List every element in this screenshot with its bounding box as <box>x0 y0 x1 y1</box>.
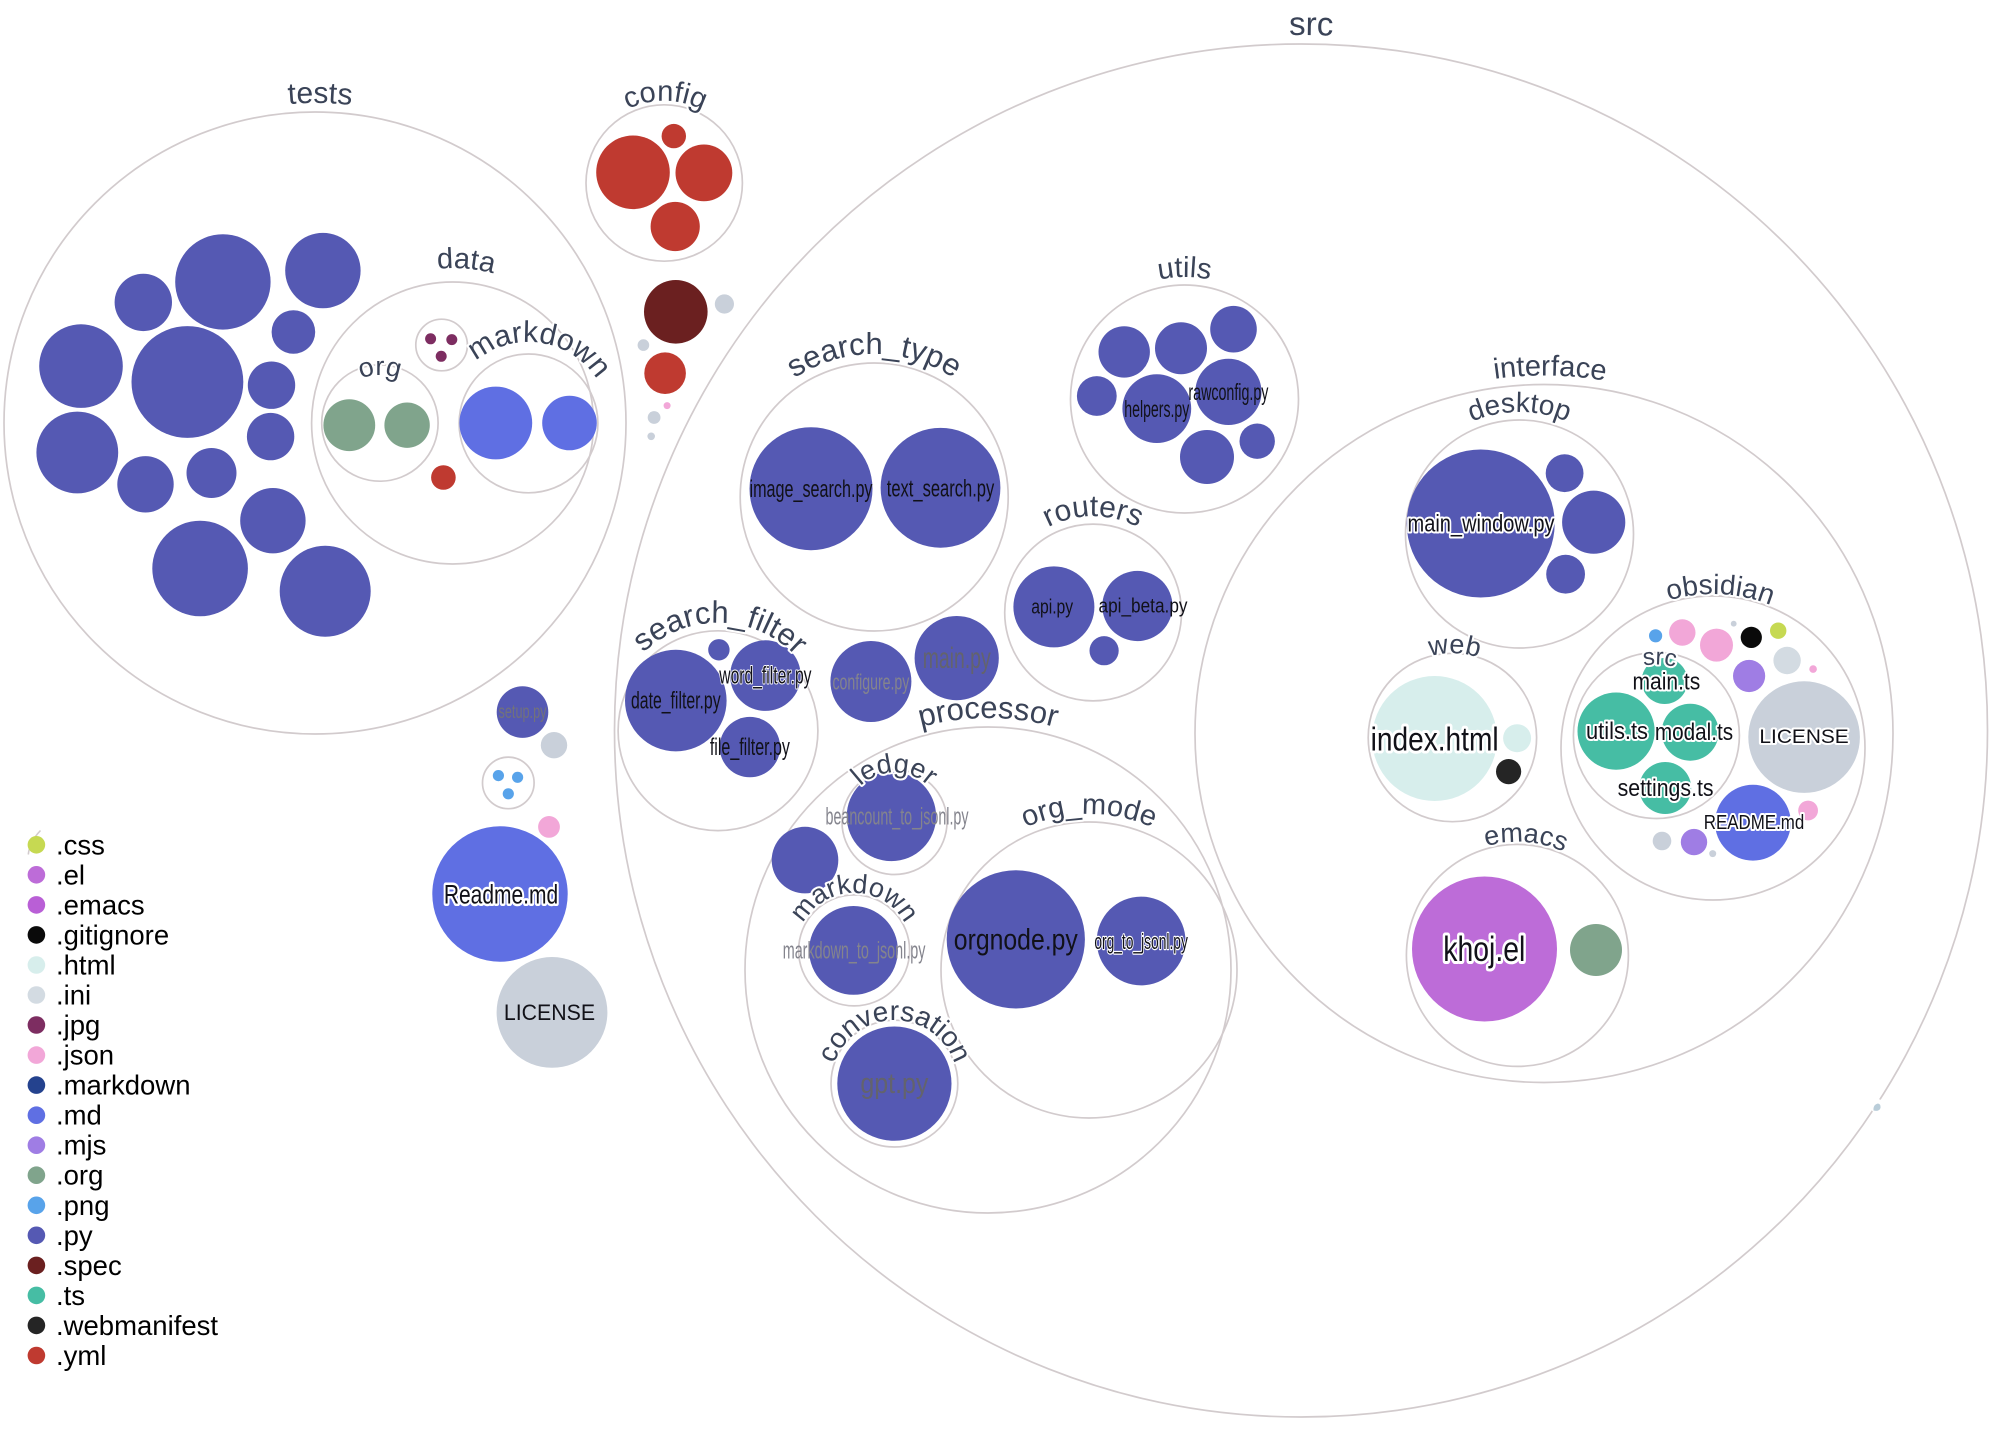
svg-text:.spec: .spec <box>56 1250 122 1281</box>
svg-text:.png: .png <box>56 1190 110 1221</box>
svg-text:api_beta.py: api_beta.py <box>1099 595 1189 618</box>
svg-text:api.py: api.py <box>1031 596 1074 619</box>
svg-text:web: web <box>1425 629 1484 663</box>
svg-text:.json: .json <box>56 1040 114 1071</box>
svg-text:orgnode.py: orgnode.py <box>954 924 1078 957</box>
svg-text:helpers.py: helpers.py <box>1124 396 1189 422</box>
svg-text:index.html: index.html <box>1371 721 1499 758</box>
svg-text:LICENSE: LICENSE <box>504 1000 595 1025</box>
svg-text:.mjs: .mjs <box>56 1130 106 1161</box>
svg-text:.webmanifest: .webmanifest <box>56 1310 218 1341</box>
svg-text:tests: tests <box>287 77 354 112</box>
svg-text:LICENSE: LICENSE <box>1759 727 1848 748</box>
svg-text:khoj.el: khoj.el <box>1443 930 1525 969</box>
svg-text:.md: .md <box>56 1100 102 1131</box>
svg-text:.gitignore: .gitignore <box>56 919 169 950</box>
svg-text:.ini: .ini <box>56 980 91 1011</box>
svg-text:data: data <box>436 243 499 280</box>
svg-text:utils.ts: utils.ts <box>1586 718 1648 745</box>
svg-text:org: org <box>355 351 405 384</box>
svg-text:configure.py: configure.py <box>833 670 910 695</box>
svg-text:.ts: .ts <box>56 1280 85 1311</box>
svg-text:.el: .el <box>56 859 85 890</box>
svg-text:main_window.py: main_window.py <box>1408 511 1555 538</box>
svg-text:README.md: README.md <box>1704 812 1805 834</box>
svg-text:gpt.py: gpt.py <box>860 1068 928 1100</box>
svg-text:image_search.py: image_search.py <box>750 476 873 503</box>
svg-text:.markdown: .markdown <box>56 1070 191 1101</box>
svg-text:utils: utils <box>1155 252 1214 286</box>
svg-text:.py: .py <box>56 1220 93 1251</box>
svg-text:.emacs: .emacs <box>56 889 145 920</box>
svg-text:.yml: .yml <box>56 1340 106 1371</box>
svg-text:beancount_to_jsonl.py: beancount_to_jsonl.py <box>826 804 969 831</box>
svg-text:setup.py: setup.py <box>499 702 547 723</box>
svg-text:main.ts: main.ts <box>1633 669 1701 696</box>
svg-text:interface: interface <box>1491 350 1609 387</box>
svg-text:Readme.md: Readme.md <box>444 880 558 910</box>
svg-text:settings.ts: settings.ts <box>1618 775 1714 802</box>
svg-text:.html: .html <box>56 950 116 981</box>
svg-text:config: config <box>619 76 712 117</box>
svg-text:org_to_jsonl.py: org_to_jsonl.py <box>1094 929 1188 954</box>
svg-text:processor: processor <box>914 690 1062 734</box>
svg-text:src: src <box>1289 5 1334 43</box>
svg-text:date_filter.py: date_filter.py <box>631 688 721 715</box>
svg-text:rawconfig.py: rawconfig.py <box>1188 379 1268 405</box>
svg-text:src: src <box>1641 643 1679 672</box>
svg-text:main.py: main.py <box>923 642 991 675</box>
svg-text:markdown_to_jsonl.py: markdown_to_jsonl.py <box>783 937 926 964</box>
svg-text:modal.ts: modal.ts <box>1655 719 1733 746</box>
svg-text:word_filter.py: word_filter.py <box>719 663 812 690</box>
svg-text:file_filter.py: file_filter.py <box>710 734 790 761</box>
svg-text:.jpg: .jpg <box>56 1010 100 1041</box>
svg-text:.org: .org <box>56 1160 103 1191</box>
svg-text:text_search.py: text_search.py <box>887 476 995 503</box>
svg-text:.css: .css <box>56 829 105 860</box>
